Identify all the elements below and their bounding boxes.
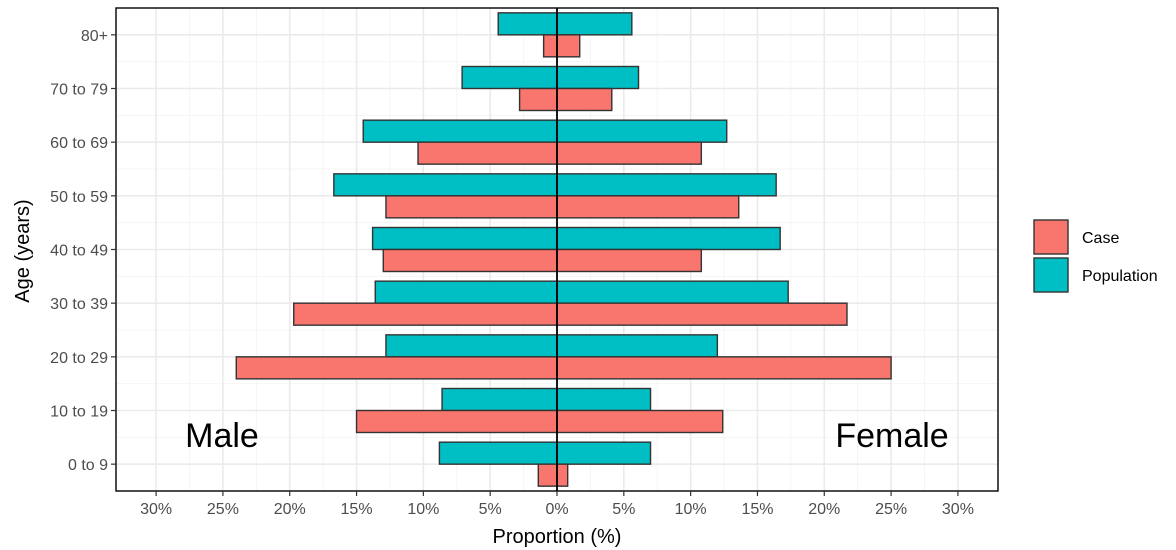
bar-population-female-1 — [556, 387, 652, 412]
x-tick-label: 20% — [274, 501, 306, 518]
legend-key-population — [1033, 257, 1069, 293]
bar-case-male-6 — [417, 141, 558, 165]
bar-case-female-3 — [556, 302, 848, 326]
bar-population-male-6 — [362, 119, 558, 143]
y-tick-label: 60 to 69 — [50, 135, 108, 152]
bar-case-male-5 — [385, 195, 558, 219]
bar-population-female-8 — [556, 12, 633, 36]
x-axis-ticks: 30% 25% 20% 15% 10% 5% 0% 5% 10% 15% 20% 25% 30% — [140, 491, 974, 518]
bar-population-female-6 — [556, 119, 728, 143]
y-tick-label: 50 to 59 — [50, 189, 108, 206]
y-axis-ticks: 0 to 9 10 to 19 20 to 29 30 to 39 40 to 49 50… — [50, 28, 116, 474]
legend-key-case — [1033, 219, 1069, 255]
y-tick-label: 30 to 39 — [50, 296, 108, 313]
legend-label-case: Case — [1082, 230, 1119, 247]
bar-population-male-8 — [497, 12, 558, 36]
bar-case-female-4 — [556, 248, 703, 273]
bar-population-female-0 — [556, 441, 652, 465]
y-tick-label: 0 to 9 — [68, 457, 108, 474]
y-tick-label: 70 to 79 — [50, 82, 108, 99]
female-side-label: Female — [835, 417, 948, 455]
bar-population-female-7 — [556, 65, 640, 90]
x-tick-label: 30% — [140, 501, 172, 518]
bar-case-male-3 — [293, 302, 558, 326]
bar-population-male-1 — [441, 387, 558, 412]
x-tick-label: 5% — [479, 501, 502, 518]
x-tick-label: 25% — [207, 501, 239, 518]
bar-population-female-5 — [556, 173, 777, 197]
x-tick-label: 5% — [612, 501, 635, 518]
x-tick-label: 20% — [808, 501, 840, 518]
x-tick-label: 25% — [875, 501, 907, 518]
male-side-label: Male — [185, 417, 259, 455]
x-tick-label: 30% — [942, 501, 974, 518]
y-tick-label: 40 to 49 — [50, 243, 108, 260]
bar-case-female-5 — [556, 195, 740, 219]
bar-population-male-0 — [438, 441, 558, 465]
x-axis-title: Proportion (%) — [493, 526, 622, 548]
bar-population-male-5 — [333, 173, 558, 197]
x-tick-label: 10% — [407, 501, 439, 518]
bar-population-male-7 — [461, 65, 558, 90]
y-tick-label: 80+ — [81, 28, 108, 45]
bar-case-male-8 — [542, 34, 558, 58]
x-tick-label: 10% — [675, 501, 707, 518]
bar-case-female-0 — [556, 463, 569, 487]
bar-case-female-1 — [556, 409, 724, 434]
bar-population-male-3 — [374, 280, 558, 304]
bar-population-male-2 — [385, 334, 558, 358]
bars — [235, 12, 892, 487]
x-tick-label: 15% — [741, 501, 773, 518]
y-axis-title: Age (years) — [12, 199, 34, 302]
legend: Case Population — [1033, 219, 1158, 293]
x-tick-label: 0% — [545, 501, 568, 518]
bar-population-female-3 — [556, 280, 789, 304]
bar-population-female-2 — [556, 334, 719, 358]
bar-population-male-4 — [371, 226, 558, 251]
x-tick-label: 15% — [341, 501, 373, 518]
bar-case-male-4 — [382, 248, 558, 273]
bar-case-male-1 — [355, 409, 558, 434]
bar-population-female-4 — [556, 226, 781, 251]
bar-case-female-2 — [556, 356, 892, 380]
bar-case-female-7 — [556, 87, 613, 112]
y-tick-label: 20 to 29 — [50, 350, 108, 367]
bar-case-male-2 — [235, 356, 558, 380]
bar-case-male-0 — [537, 463, 558, 487]
legend-label-population: Population — [1082, 268, 1158, 285]
bar-case-female-8 — [556, 34, 581, 58]
bar-case-male-7 — [518, 87, 558, 112]
y-tick-label: 10 to 19 — [50, 404, 108, 421]
bar-case-female-6 — [556, 141, 703, 165]
